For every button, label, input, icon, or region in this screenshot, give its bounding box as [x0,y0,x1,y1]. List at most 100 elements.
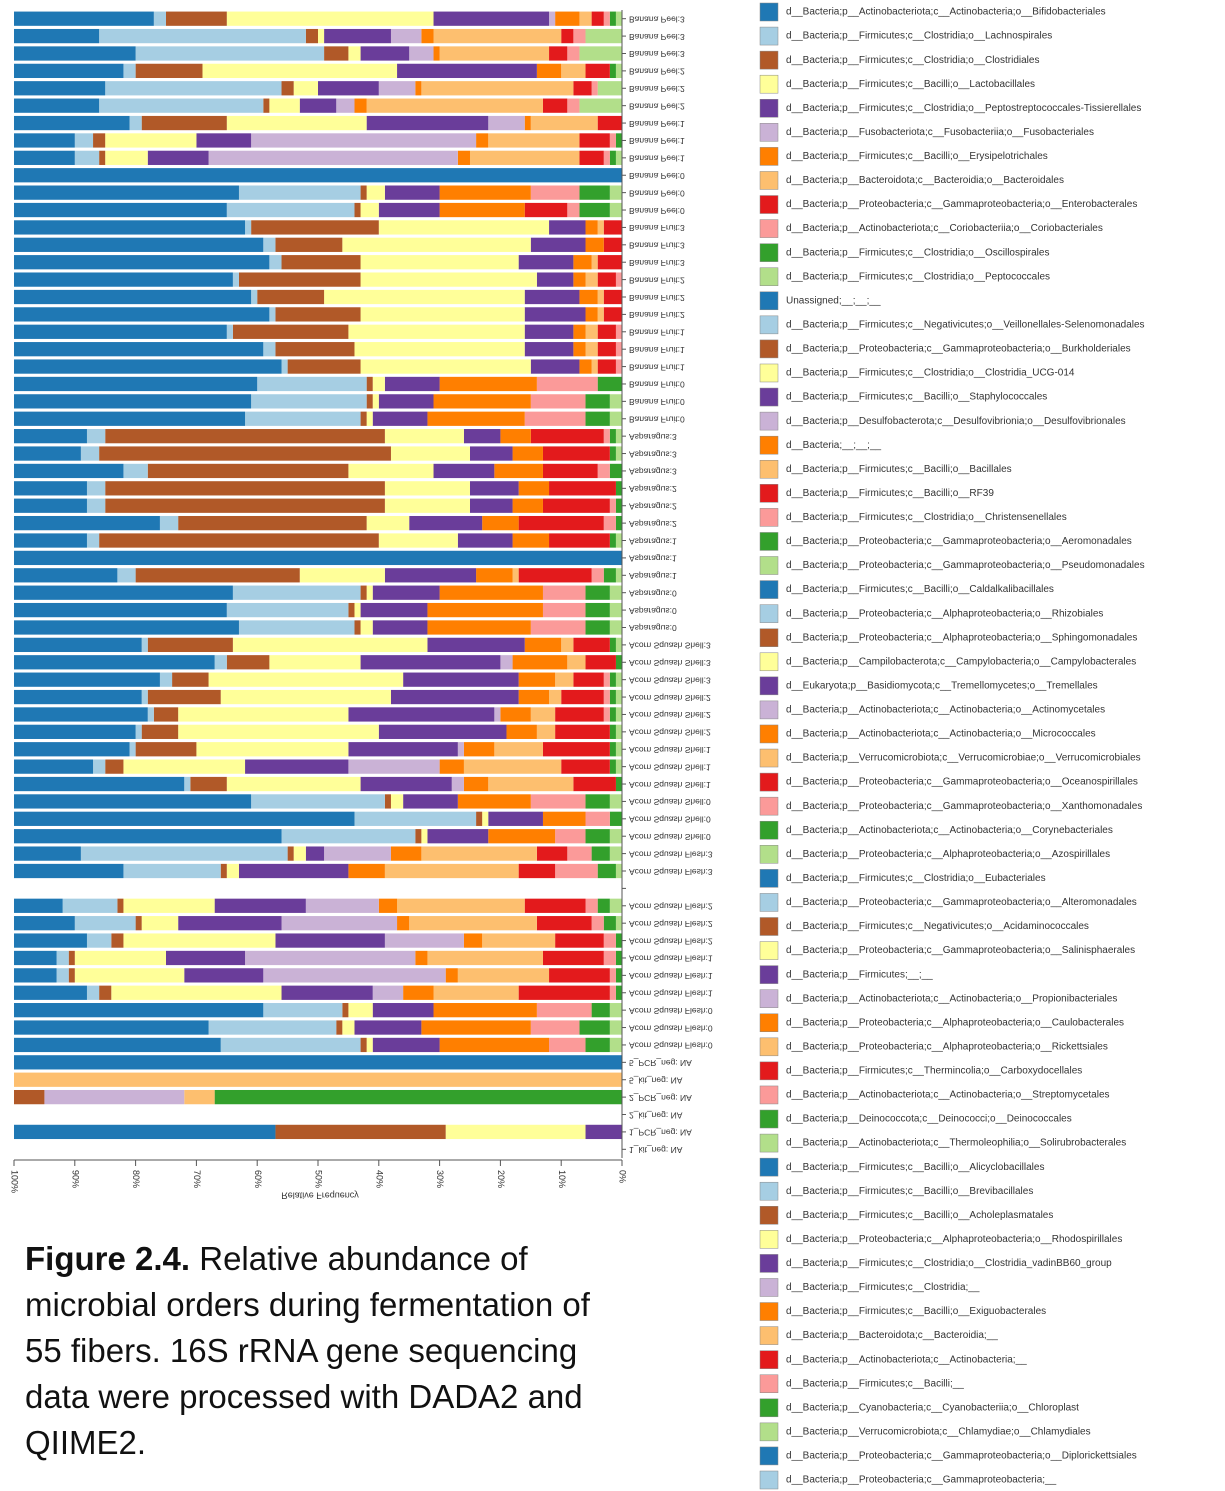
bar-segment [390,28,422,44]
legend-swatch [759,1061,779,1081]
bar-segment [123,898,215,913]
category-label: Asparagus:3 [629,467,677,477]
bar-segment [14,916,75,931]
bar-segment [524,324,574,339]
bar-segment [603,429,610,444]
bar-segment [457,150,470,165]
bar-segment [603,950,616,966]
bar-segment [14,794,252,809]
bar-segment [324,28,391,44]
bar-segment [269,655,361,670]
bar-segment [597,359,616,374]
bar-segment [14,220,246,235]
bar-segment [530,620,586,635]
bar-segment [579,289,598,305]
bar-segment [360,602,428,618]
bar-segment [105,429,385,444]
bar-segment [86,429,106,444]
bar-segment [530,237,586,252]
bar-segment [524,411,586,426]
bar-segment [86,933,112,948]
category-label: Acorn Squash Flesh:3 [629,867,713,877]
legend-label: d__Bacteria;p__Actinobacteriota;c__Corio… [786,223,1103,234]
bar-segment [281,985,373,1000]
bar-segment [147,707,154,722]
category-label: 5_PCR_neg: NA [629,1058,692,1068]
bar-segment [14,411,246,426]
bar-segment [555,863,598,879]
bar-segment [542,950,604,966]
bar-segment [439,185,531,200]
bar-segment [147,463,349,479]
bar-segment [360,255,519,270]
bar-segment [561,689,604,705]
bar-segment [585,394,610,409]
bar-segment [299,568,385,583]
bar-segment [220,863,227,879]
bar-segment [245,950,416,966]
legend-label: d__Bacteria;p__Proteobacteria;c__Gammapr… [786,897,1137,908]
bar-segment [257,376,367,392]
legend-swatch [759,724,779,744]
legend-swatch [759,484,779,503]
category-label: Asparagus:2 [629,501,677,511]
category-label: Acorn Squash Shell:0 [629,797,711,807]
bar-segment [615,759,622,774]
legend-swatch [759,941,779,960]
bar-segment [360,585,367,600]
bar-segment [384,185,440,200]
legend-swatch [759,1470,779,1490]
bar-segment [427,637,525,653]
bar-segment [597,307,604,322]
bar-segment [421,28,434,44]
bar-segment [579,185,610,200]
category-label: 2_kit_neg: NA [629,1110,683,1120]
bar-segment [372,376,385,392]
bar-segment [166,950,246,966]
bar-segment [214,898,306,913]
bar-segment [615,481,622,496]
bar-segment [372,585,440,600]
bar-segment [603,220,622,235]
bar-segment [14,394,252,409]
bar-segment [542,602,586,618]
bar-segment [196,133,252,148]
bar-segment [384,376,440,392]
bar-segment [366,115,489,131]
bar-segment [597,324,616,339]
bar-segment [433,46,440,61]
bar-segment [433,11,550,26]
bar-segment [14,359,282,374]
category-label: Banana Peel:1 [629,136,685,146]
category-label: Acorn Squash Flesh:2 [629,902,713,912]
bar-segment [14,1020,209,1035]
bar-segment [14,1055,622,1070]
bar-segment [615,863,622,879]
legend-label: d__Bacteria;p__Actinobacteriota;c__Actin… [786,1090,1110,1101]
bar-segment [14,568,118,583]
category-label: Banana Peel:3 [629,49,685,59]
bar-segment [555,707,604,722]
bar-segment [257,289,325,305]
legend-swatch [759,1133,779,1153]
legend-swatch [759,508,779,527]
bar-segment [518,568,592,583]
bar-segment [609,724,616,739]
bar-segment [536,272,574,287]
legend-label: d__Bacteria;p__Actinobacteriota;c__Actin… [786,1354,1027,1365]
legend-swatch [759,219,779,238]
bar-segment [549,481,616,496]
bar-segment [609,707,616,722]
bar-segment [14,968,57,983]
bar-segment [99,533,379,548]
bar-segment [360,776,452,792]
bar-segment [524,342,574,357]
category-label: Acorn Squash Shell:1 [629,745,711,755]
bar-segment [597,463,610,479]
bar-segment [74,150,100,165]
bar-segment [591,568,604,583]
bar-segment [597,342,616,357]
bar-segment [354,811,477,826]
bar-segment [591,81,598,96]
bar-segment [518,672,556,687]
